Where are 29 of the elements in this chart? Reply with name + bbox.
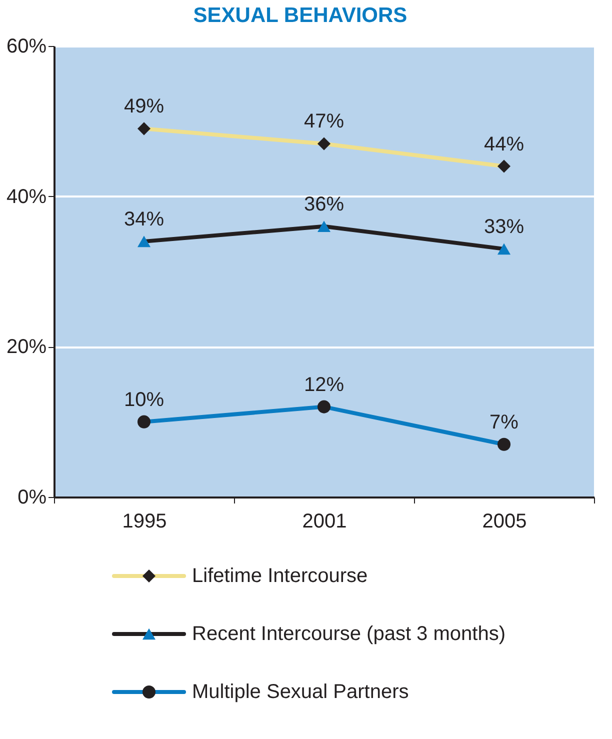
x-tick-label: 2005 [482,510,527,532]
data-label: 36% [304,193,344,216]
data-label: 34% [124,208,164,230]
chart-title: SEXUAL BEHAVIORS [193,4,408,27]
point [317,137,331,150]
y-tick-label: 60% [6,36,47,58]
point [317,220,331,232]
x-tick-label: 2001 [302,510,347,532]
data-label: 33% [484,216,524,238]
y-tick-label: 40% [6,186,47,208]
y-tick-label: 0% [18,486,47,508]
legend-label: Recent Intercourse (past 3 months) [192,623,506,645]
data-label: 12% [304,374,344,396]
data-label: 7% [490,411,519,434]
legend-label: Lifetime Intercourse [192,565,368,587]
point [497,160,511,173]
point [137,236,151,248]
x-tick-label: 1995 [122,510,167,532]
point [497,243,511,255]
data-label: 10% [124,388,164,411]
data-label: 44% [484,133,524,156]
data-label: 49% [124,96,164,118]
point [137,415,151,428]
data-label: 47% [304,110,344,133]
y-tick-label: 20% [6,336,47,358]
point [137,122,151,136]
point [317,400,331,414]
legend-label: Multiple Sexual Partners [192,681,409,703]
point [497,438,511,451]
